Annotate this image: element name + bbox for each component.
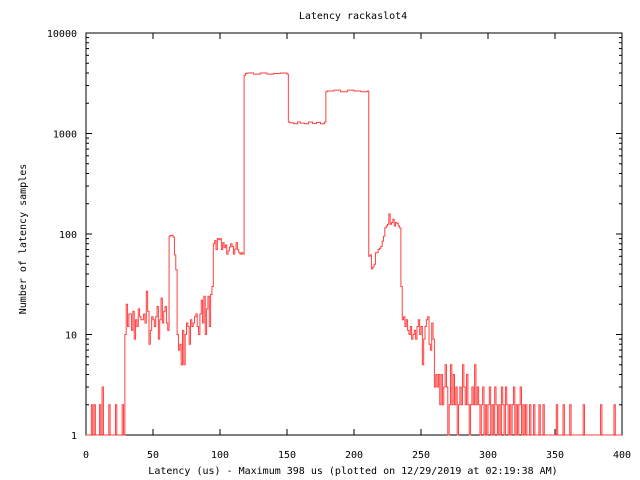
y-axis-label: Number of latency samples — [18, 164, 29, 315]
y-tick-label: 10000 — [47, 29, 77, 40]
y-tick-label: 100 — [59, 230, 77, 241]
x-tick-label: 300 — [479, 450, 497, 461]
x-axis: 0 50 100 150 200 250 300 350 400 — [83, 33, 631, 461]
x-tick-label: 50 — [147, 450, 159, 461]
y-axis: 1 10 100 1000 10000 — [47, 29, 622, 442]
chart-title: Latency rackaslot4 — [299, 11, 407, 22]
x-tick-label: 250 — [412, 450, 430, 461]
x-tick-label: 200 — [345, 450, 363, 461]
x-tick-label: 400 — [613, 450, 631, 461]
y-tick-label: 10 — [65, 331, 77, 342]
x-tick-label: 150 — [278, 450, 296, 461]
x-tick-label: 0 — [83, 450, 89, 461]
y-tick-label: 1 — [71, 431, 77, 442]
x-tick-label: 350 — [546, 450, 564, 461]
x-axis-label: Latency (us) - Maximum 398 us (plotted o… — [148, 466, 557, 477]
y-tick-label: 1000 — [53, 130, 77, 141]
latency-series-line — [86, 72, 622, 436]
plot-frame — [85, 32, 623, 436]
x-tick-label: 100 — [211, 450, 229, 461]
